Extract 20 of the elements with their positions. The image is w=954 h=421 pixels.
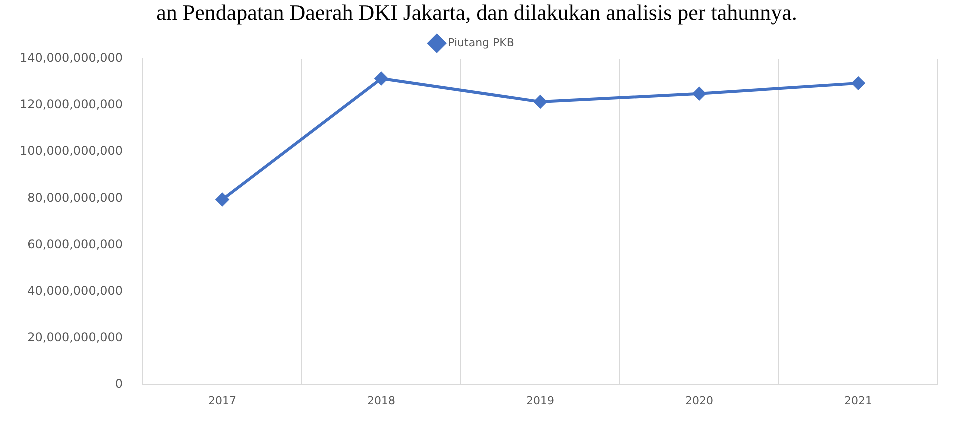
- point: [216, 193, 230, 206]
- x-tick-label: 2017: [208, 394, 237, 408]
- y-tick-label: 100,000,000,000: [20, 144, 124, 158]
- text: an Pendapatan Daerah DKI Jakarta, dan dilakukan analisis per tahunnya.: [156, 0, 798, 26]
- x-tick-label: 2019: [526, 394, 555, 408]
- y-tick-label: 0: [115, 376, 124, 391]
- y-tick-label: 120,000,000,000: [20, 98, 124, 112]
- x-tick-label: 2021: [844, 394, 873, 408]
- y-tick-label: 40,000,000,000: [28, 284, 124, 298]
- legend-label: Piutang PKB: [448, 36, 514, 50]
- point: [693, 87, 706, 100]
- point: [375, 72, 388, 86]
- point: [852, 76, 866, 90]
- x-tick-label: 2018: [368, 394, 396, 408]
- y-tick-label: 60,000,000,000: [28, 237, 124, 252]
- y-tick-label: 20,000,000,000: [28, 330, 124, 344]
- y-tick-label: 140,000,000,000: [20, 51, 124, 66]
- x-tick-label: 2020: [686, 394, 714, 408]
- y-tick-label: 80,000,000,000: [28, 190, 124, 205]
- point: [534, 96, 548, 109]
